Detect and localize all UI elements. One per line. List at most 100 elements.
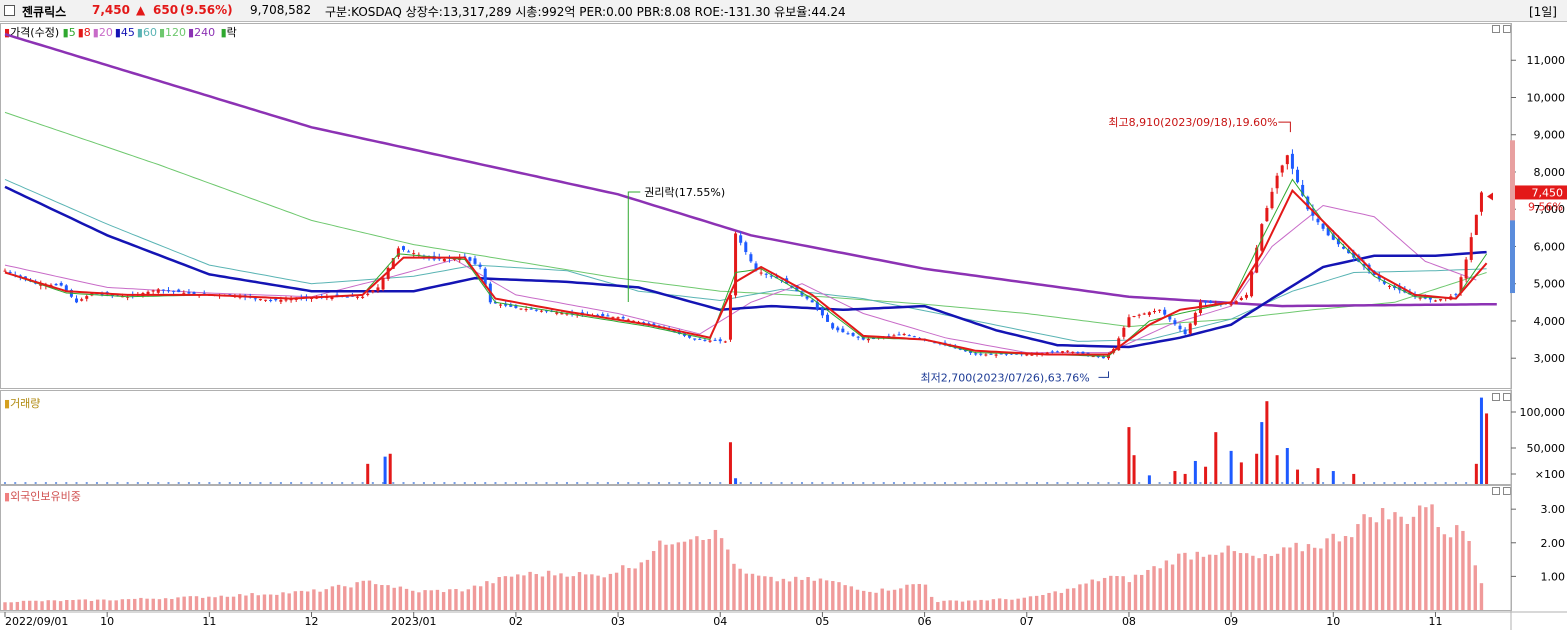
candle-body: [728, 294, 732, 340]
volume-bar: [1352, 473, 1356, 484]
foreign-tick-label: 1.00: [1541, 570, 1566, 583]
volume-bar: [954, 482, 957, 484]
foreign-bar: [756, 575, 761, 610]
foreign-bar: [126, 599, 131, 610]
candle-body: [1342, 246, 1346, 249]
foreign-bar: [1275, 553, 1280, 610]
candle-body: [872, 338, 876, 340]
period-selector[interactable]: [1일]: [1528, 5, 1557, 19]
low-annotation: 최저2,700(2023/07/26),63.76%: [921, 371, 1090, 384]
candle-body: [1101, 355, 1105, 359]
foreign-bar: [151, 598, 155, 610]
select-checkbox[interactable]: [4, 5, 15, 16]
candle-body: [110, 294, 114, 296]
foreign-bar: [324, 589, 328, 610]
x-tick-label: 2023/01: [391, 615, 437, 628]
volume-bar: [1479, 397, 1483, 484]
volume-bar: [351, 482, 354, 484]
foreign-bar: [534, 574, 538, 610]
legend-ma-label: 240: [194, 26, 216, 39]
price-pane-minimize-button[interactable]: [1492, 25, 1500, 33]
volume-bar: [770, 482, 773, 484]
foreign-bar: [398, 586, 403, 610]
foreign-bar: [942, 600, 946, 610]
legend-price-marker-icon: ▮: [4, 26, 11, 39]
foreign-bar: [812, 580, 816, 610]
foreign-bar: [1251, 555, 1255, 610]
foreign-bar: [3, 602, 7, 610]
foreign-bar: [596, 575, 600, 610]
candle-body: [749, 254, 753, 262]
candle-body: [611, 316, 615, 318]
candle-body: [529, 308, 533, 310]
volume-bar: [576, 482, 579, 484]
foreign-bar: [633, 568, 637, 610]
volume-bar: [494, 482, 497, 484]
foreign-bar: [973, 600, 977, 610]
foreign-bar: [948, 600, 952, 610]
foreign-bar: [423, 590, 427, 610]
foreign-bar: [775, 581, 779, 610]
candle-body: [708, 340, 712, 342]
candle-body: [100, 293, 104, 295]
foreign-bar: [676, 542, 681, 610]
candle-body: [1403, 288, 1407, 293]
volume-bar: [964, 482, 967, 484]
legend-ma-marker-icon: ▮: [188, 26, 195, 39]
candle-body: [1188, 323, 1192, 334]
volume-bar: [1183, 473, 1187, 484]
candle-body: [1326, 227, 1330, 236]
candle-body: [391, 258, 395, 269]
foreign-bar: [299, 590, 304, 610]
foreign-bar: [95, 599, 100, 610]
candle-body: [8, 271, 12, 273]
foreign-bar: [1387, 519, 1391, 610]
price-legend: ▮가격(수정) ▮5 ▮8 ▮20 ▮45 ▮60 ▮120 ▮240 ▮락: [4, 24, 237, 40]
candle-body: [1336, 239, 1340, 245]
foreign-bar: [478, 586, 483, 610]
price-range-bar: [1510, 140, 1515, 294]
foreign-bar: [58, 601, 63, 610]
foreign-bar: [1146, 569, 1150, 610]
foreign-bar: [268, 594, 273, 610]
foreign-bar: [417, 592, 421, 610]
candle-body: [1173, 320, 1177, 325]
candle-body: [979, 353, 983, 355]
foreign-bar: [1424, 507, 1428, 610]
volume-bar: [719, 482, 722, 484]
x-tick-label: 07: [1020, 615, 1034, 628]
volume-bar: [1193, 460, 1197, 484]
foreign-bar: [540, 576, 545, 610]
foreign-bar: [738, 568, 742, 610]
candle-body: [565, 313, 569, 315]
foreign-bar: [707, 538, 711, 610]
foreign-bar: [1133, 574, 1138, 610]
volume-bar: [366, 463, 370, 484]
foreign-bar: [1238, 553, 1243, 610]
candle-body: [279, 299, 283, 302]
low-arrow-icon: [1098, 371, 1110, 378]
volume-bar: [903, 482, 906, 484]
volume-bar: [800, 482, 803, 484]
volume-bar: [484, 482, 487, 484]
candle-body: [1464, 259, 1468, 279]
volume-pane-minimize-button[interactable]: [1492, 393, 1500, 401]
candle-body: [151, 290, 155, 292]
volume-bar: [1219, 482, 1222, 484]
foreign-bar: [275, 594, 279, 610]
candle-body: [85, 296, 89, 299]
foreign-pane-minimize-button[interactable]: [1492, 487, 1500, 495]
candle-body: [75, 298, 79, 303]
volume-bar: [790, 482, 793, 484]
volume-bar: [1127, 427, 1131, 484]
volume-bar: [627, 482, 630, 484]
foreign-bar: [831, 581, 835, 610]
candle-body: [253, 298, 257, 300]
volume-marker-icon: ▮: [4, 397, 11, 410]
price-tick-label: 4,000: [1534, 315, 1566, 328]
volume-bar: [1179, 482, 1182, 484]
foreign-bar: [503, 576, 508, 610]
volume-bar: [923, 482, 926, 484]
foreign-bar: [1226, 545, 1230, 610]
candle-body: [366, 293, 370, 295]
